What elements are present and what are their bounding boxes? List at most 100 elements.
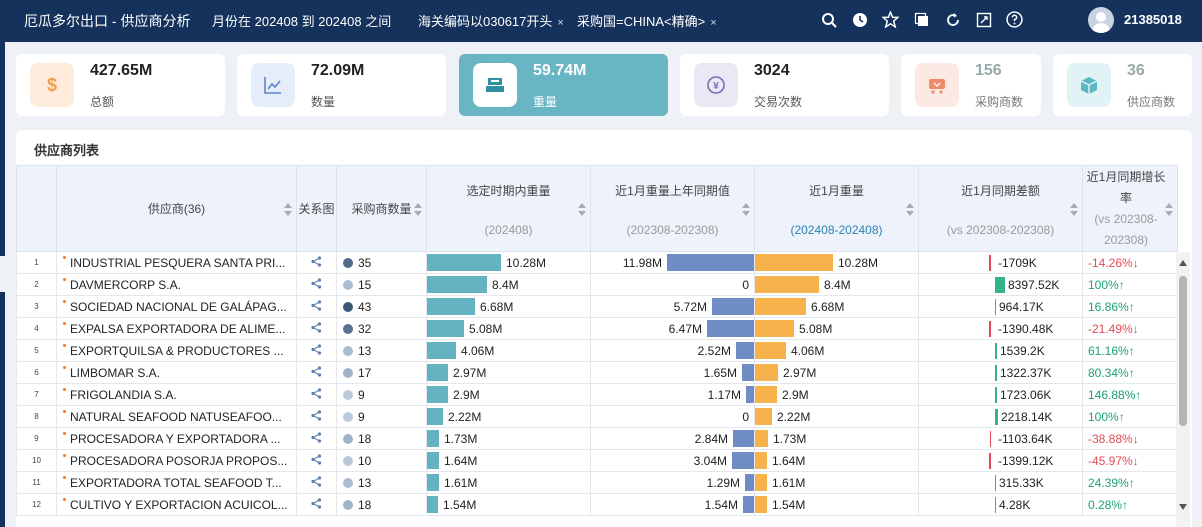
sort-icon[interactable] (742, 203, 750, 217)
relation-graph[interactable] (296, 295, 337, 318)
supplier-name[interactable]: LIMBOMAR S.A. (56, 361, 297, 384)
supplier-name[interactable]: EXPORTADORA TOTAL SEAFOOD T... (56, 471, 297, 494)
marker-dot (63, 300, 66, 303)
scroll-down-icon[interactable] (1179, 504, 1187, 510)
card-quantity[interactable]: 72.09M 数量 (237, 54, 446, 116)
supplier-name[interactable]: EXPORTQUILSA & PRODUCTORES ... (56, 339, 297, 362)
table-row[interactable]: 5 EXPORTQUILSA & PRODUCTORES ... 13 4.06M 2.… (16, 339, 1178, 362)
card-total-amount[interactable]: $ 427.65M 总额 (16, 54, 225, 116)
diff-cell: 315.33K (918, 471, 1083, 494)
col-growth[interactable]: 近1月同期增长率 (vs 202308-202308) (1082, 165, 1178, 252)
row-index: 1 (16, 251, 57, 274)
share-icon[interactable] (311, 321, 322, 333)
panel-title: 供应商列表 (34, 143, 100, 158)
sort-icon[interactable] (284, 203, 292, 217)
relation-graph[interactable] (296, 405, 337, 428)
search-icon[interactable] (819, 10, 838, 29)
relation-graph[interactable] (296, 339, 337, 362)
col-supplier[interactable]: 供应商(36) (56, 165, 297, 252)
close-icon[interactable]: × (710, 17, 717, 29)
avatar[interactable] (1088, 7, 1114, 33)
filter-hs-code[interactable]: 海关编码以030617开头 × (418, 14, 564, 29)
supplier-name[interactable]: EXPALSA EXPORTADORA DE ALIME... (56, 317, 297, 340)
recent-weight-bar (755, 474, 767, 491)
table-row[interactable]: 11 EXPORTADORA TOTAL SEAFOOD T... 13 1.61M 1… (16, 471, 1178, 494)
scroll-up-icon[interactable] (1179, 260, 1187, 266)
table-row[interactable]: 7 FRIGOLANDIA S.A. 9 2.9M 1.17M 2.9M 1723.06K 1… (16, 383, 1178, 406)
supplier-name[interactable]: FRIGOLANDIA S.A. (56, 383, 297, 406)
card-transactions[interactable]: ¥ 3024 交易次数 (680, 54, 889, 116)
relation-graph[interactable] (296, 317, 337, 340)
marker-dot (63, 476, 66, 479)
col-weight-period[interactable]: 选定时期内重量 (202408) (426, 165, 591, 252)
supplier-name[interactable]: PROCESADORA Y EXPORTADORA ... (56, 427, 297, 450)
share-icon[interactable] (311, 497, 322, 509)
table-row[interactable]: 2 DAVMERCORP S.A. 15 8.4M 0 8.4M 8397.52K 100%↑ (16, 273, 1178, 296)
copy-icon[interactable] (912, 10, 931, 29)
row-index: 6 (16, 361, 57, 384)
star-icon[interactable] (881, 10, 900, 29)
table-row[interactable]: 6 LIMBOMAR S.A. 17 2.97M 1.65M 2.97M 1322.37K 8… (16, 361, 1178, 384)
card-buyer-count[interactable]: 156 采购商数 (901, 54, 1041, 116)
filter-buyer-country[interactable]: 采购国=CHINA<精确> × (577, 14, 717, 29)
share-icon[interactable] (311, 387, 322, 399)
scrollbar-thumb[interactable] (1179, 276, 1187, 426)
table-row[interactable]: 10 PROCESADORA POSORJA PROPOS... 10 1.64M 3.… (16, 449, 1178, 472)
supplier-name[interactable]: NATURAL SEAFOOD NATUSEAFOO... (56, 405, 297, 428)
sort-icon[interactable] (1070, 203, 1078, 217)
card-supplier-count[interactable]: 36 供应商数 (1053, 54, 1192, 116)
recent-weight-cell: 6.68M (754, 295, 919, 318)
relation-graph[interactable] (296, 273, 337, 296)
supplier-name[interactable]: CULTIVO Y EXPORTACION ACUICOL... (56, 493, 297, 516)
col-prev-year[interactable]: 近1月重量上年同期值 (202308-202308) (590, 165, 755, 252)
buyer-count: 32 (336, 317, 427, 340)
share-icon[interactable] (311, 277, 322, 289)
sort-icon[interactable] (414, 203, 422, 217)
share-icon[interactable] (311, 453, 322, 465)
col-buyers[interactable]: 采购商数量 (336, 165, 427, 252)
prev-year-weight-cell: 1.54M (590, 493, 755, 516)
fullscreen-icon[interactable] (974, 10, 993, 29)
recent-weight-cell: 4.06M (754, 339, 919, 362)
table-row[interactable]: 9 PROCESADORA Y EXPORTADORA ... 18 1.73M 2.8… (16, 427, 1178, 450)
card-weight[interactable]: 59.74M 重量 (459, 54, 668, 116)
table-row[interactable]: 1 INDUSTRIAL PESQUERA SANTA PRI... 35 10.28… (16, 251, 1178, 274)
col-diff[interactable]: 近1月同期差额 (vs 202308-202308) (918, 165, 1083, 252)
table-row[interactable]: 3 SOCIEDAD NACIONAL DE GALÁPAG... 43 6.68M 5… (16, 295, 1178, 318)
relation-graph[interactable] (296, 449, 337, 472)
relation-graph[interactable] (296, 493, 337, 516)
share-icon[interactable] (311, 475, 322, 487)
col-recent-weight[interactable]: 近1月重量 (202408-202408) (754, 165, 919, 252)
table-row[interactable]: 8 NATURAL SEAFOOD NATUSEAFOO... 9 2.22M 0 2.2… (16, 405, 1178, 428)
share-icon[interactable] (311, 299, 322, 311)
supplier-name[interactable]: SOCIEDAD NACIONAL DE GALÁPAG... (56, 295, 297, 318)
filter-month[interactable]: 月份在 202408 到 202408 之间 (212, 14, 392, 29)
recent-weight-cell: 1.61M (754, 471, 919, 494)
relation-graph[interactable] (296, 361, 337, 384)
refresh-icon[interactable] (943, 10, 962, 29)
relation-graph[interactable] (296, 383, 337, 406)
close-icon[interactable]: × (557, 17, 564, 29)
relation-graph[interactable] (296, 427, 337, 450)
help-icon[interactable] (1005, 10, 1024, 29)
user-id[interactable]: 21385018 (1124, 12, 1182, 27)
relation-graph[interactable] (296, 471, 337, 494)
table-row[interactable]: 12 CULTIVO Y EXPORTACION ACUICOL... 18 1.54… (16, 493, 1178, 516)
share-icon[interactable] (311, 409, 322, 421)
growth-rate: 100%↑ (1082, 405, 1178, 428)
share-icon[interactable] (311, 343, 322, 355)
supplier-name[interactable]: PROCESADORA POSORJA PROPOS... (56, 449, 297, 472)
supplier-name[interactable]: DAVMERCORP S.A. (56, 273, 297, 296)
sort-icon[interactable] (906, 203, 914, 217)
share-icon[interactable] (311, 365, 322, 377)
sort-icon[interactable] (1165, 203, 1173, 217)
sort-icon[interactable] (578, 203, 586, 217)
relation-graph[interactable] (296, 251, 337, 274)
diff-cell: 4.28K (918, 493, 1083, 516)
supplier-name[interactable]: INDUSTRIAL PESQUERA SANTA PRI... (56, 251, 297, 274)
share-icon[interactable] (311, 255, 322, 267)
share-icon[interactable] (311, 431, 322, 443)
vertical-scrollbar[interactable] (1176, 252, 1190, 527)
table-row[interactable]: 4 EXPALSA EXPORTADORA DE ALIME... 32 5.08M 6… (16, 317, 1178, 340)
clock-icon[interactable] (850, 10, 869, 29)
